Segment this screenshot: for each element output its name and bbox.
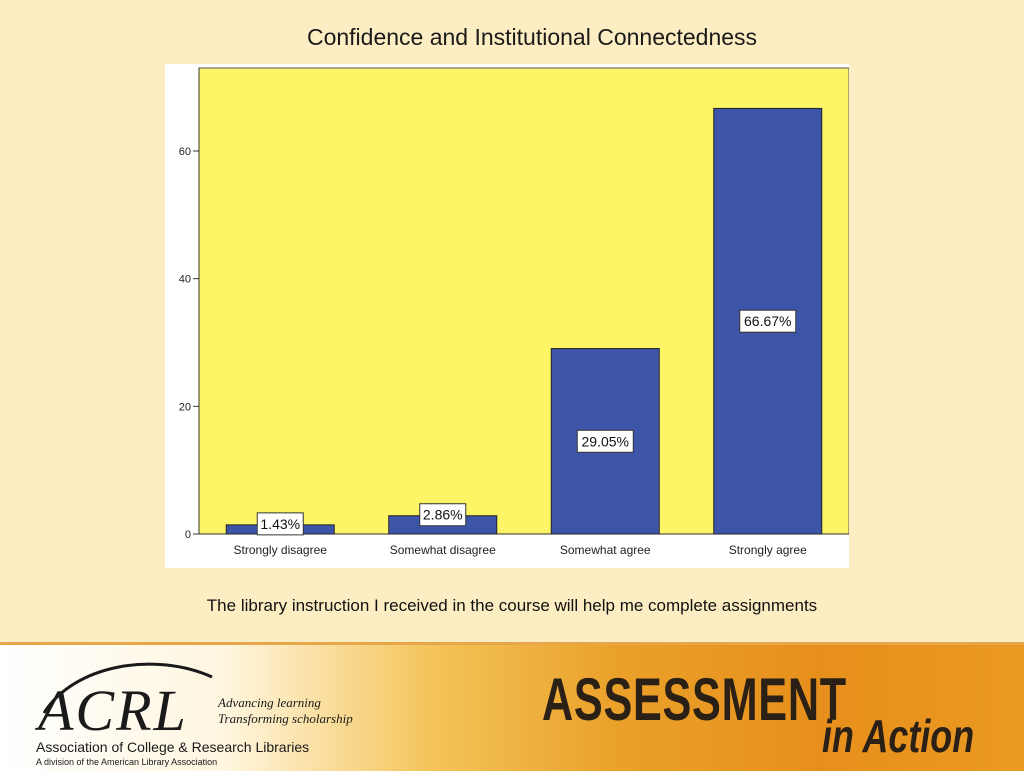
acrl-logo: ACRL Advancing learning Transforming sch… bbox=[34, 655, 353, 767]
x-category-label: Somewhat disagree bbox=[390, 543, 496, 557]
logo-acrl-text: ACRL bbox=[38, 678, 188, 743]
division-note: A division of the American Library Assoc… bbox=[36, 757, 218, 767]
data-label: 66.67% bbox=[744, 313, 791, 329]
chart-caption: The library instruction I received in th… bbox=[206, 596, 818, 615]
data-label-box bbox=[739, 309, 797, 333]
brand-in-action: in Action bbox=[822, 710, 975, 762]
footer-band: ACRL Advancing learning Transforming sch… bbox=[0, 642, 1024, 771]
x-category-label: Strongly agree bbox=[729, 543, 807, 557]
org-name: Association of College & Research Librar… bbox=[36, 739, 310, 755]
data-label: 29.05% bbox=[582, 433, 629, 449]
data-label-box bbox=[419, 503, 467, 527]
tagline-line-1: Advancing learning bbox=[218, 695, 321, 710]
bar-chart: 0 20 40 60 1.43% 2.86% 29.05% 66.67% Strongly … bbox=[165, 64, 849, 568]
slide-title: Confidence and Institutional Connectedne… bbox=[306, 24, 758, 50]
x-category-label: Strongly disagree bbox=[234, 543, 328, 557]
data-label-box bbox=[256, 512, 304, 536]
tagline-line-2: Transforming scholarship bbox=[218, 711, 353, 726]
logo-tagline: Advancing learning Transforming scholars… bbox=[218, 695, 353, 727]
logo-swoosh-icon bbox=[42, 662, 213, 714]
y-tick-label: 20 bbox=[179, 401, 191, 413]
chart-svg: 0 20 40 60 1.43% 2.86% 29.05% 66.67% Strongly … bbox=[179, 67, 849, 557]
y-tick-label: 0 bbox=[185, 529, 191, 541]
y-tick-label: 40 bbox=[179, 274, 191, 286]
brand-assessment: ASSESSMENT bbox=[542, 666, 847, 733]
y-tick-label: 60 bbox=[179, 146, 191, 158]
data-label: 2.86% bbox=[423, 507, 463, 523]
data-label-box bbox=[576, 429, 634, 453]
x-category-label: Somewhat agree bbox=[560, 543, 651, 557]
data-label: 1.43% bbox=[260, 516, 300, 532]
